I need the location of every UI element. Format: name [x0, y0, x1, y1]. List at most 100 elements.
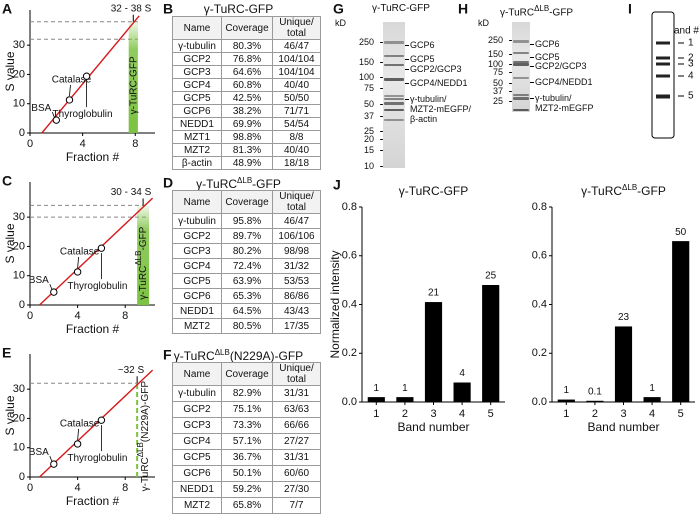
standard-point: [50, 460, 58, 468]
table-cell: 53/53: [272, 273, 321, 289]
table-row: β-actin 48.9% 18/18: [172, 156, 321, 170]
header-cell: Name: [172, 190, 222, 214]
table-cell: 98/98: [272, 243, 321, 259]
marker-label: 250: [358, 37, 374, 47]
key-band: [656, 62, 670, 66]
band-pointer: [405, 69, 409, 70]
bar: [586, 400, 604, 402]
y-tick-label: 0.8: [532, 201, 547, 213]
label-pointer: [69, 84, 71, 96]
table-cell: MZT2: [172, 143, 222, 157]
y-axis-title: S value: [3, 223, 17, 263]
table-row: GCP4 57.1% 27/27: [172, 433, 321, 450]
title-part: ΔLB: [622, 183, 637, 192]
bar-annotation: 1: [402, 383, 408, 394]
table-cell: 17/35: [272, 318, 321, 334]
title-part: γ-TuRC-GFP: [128, 56, 139, 114]
table-cell: 65.8%: [221, 497, 273, 514]
bar-annotation: 0.1: [588, 386, 602, 397]
marker-label: 37: [492, 85, 503, 96]
band-label: γ-TuRCΔLB-GFP: [134, 226, 149, 299]
table-cell: 72.4%: [221, 258, 273, 274]
table-row: GCP6 50.1% 60/60: [172, 465, 321, 482]
band-label: GCP5: [535, 52, 560, 62]
marker-band: [509, 82, 512, 84]
band-pointer: [530, 98, 534, 99]
gel-band: [513, 77, 529, 79]
band-label: γ-TuRC-GFP: [128, 56, 139, 114]
gel-band: [384, 55, 404, 57]
table-cell: GCP6: [172, 288, 222, 304]
band-pointer: [530, 44, 534, 45]
table-row: γ-tubulin 80.3% 46/47: [172, 39, 321, 53]
band-label: GCP6: [410, 40, 435, 50]
table-cell: 31/31: [272, 449, 321, 466]
table-row: GCP6 65.3% 86/86: [172, 288, 321, 304]
header-row: Name Coverage Unique/ total: [172, 190, 321, 214]
table-cell: GCP4: [172, 258, 222, 274]
table-cell: MZT2: [172, 497, 222, 514]
marker-label: 37: [363, 110, 374, 121]
band-pointer: [405, 99, 409, 100]
table-title: γ-TuRCΔLB(N229A)-GFP: [172, 348, 305, 363]
gel-title: γ-TuRC-GFP: [372, 4, 430, 14]
title-part: γ-TuRC: [500, 7, 535, 19]
key-band: [656, 94, 670, 99]
bar: [557, 399, 575, 402]
gel-band: [384, 119, 404, 121]
x-axis-title: Fraction #: [66, 150, 120, 164]
key-band: [656, 74, 670, 78]
table-cell: 60/60: [272, 465, 321, 482]
table-cell: NEDD1: [172, 117, 222, 131]
table-row: MZT1 98.8% 8/8: [172, 130, 321, 144]
x-tick-label: 0: [27, 310, 33, 322]
reference-label: 30 - 34 S: [111, 187, 152, 198]
key-label: 3: [688, 59, 694, 70]
table-cell: 50.1%: [221, 465, 273, 482]
table-row: GCP5 36.7% 31/31: [172, 449, 321, 466]
x-tick-label: 4: [459, 408, 465, 420]
table-cell: 81.3%: [221, 143, 273, 157]
bar-annotation: 25: [485, 271, 497, 282]
panel-label: B: [163, 1, 173, 17]
title-part: -GFP: [252, 177, 281, 191]
table-cell: 59.2%: [221, 481, 273, 498]
x-tick-label: 5: [678, 408, 684, 420]
table-cell: 104/104: [272, 52, 321, 66]
header-cell: Coverage: [221, 362, 273, 386]
marker-band: [509, 64, 512, 66]
y-tick-label: 30: [13, 211, 25, 223]
marker-band: [509, 53, 512, 55]
table-cell: 42.5%: [221, 91, 273, 105]
table-row: GCP4 60.8% 40/40: [172, 78, 321, 92]
table-cell: 46/47: [272, 213, 321, 229]
x-tick-label: 1: [563, 408, 569, 420]
table-cell: GCP2: [172, 52, 222, 66]
panel-label: C: [2, 173, 12, 189]
table-cell: 76.8%: [221, 52, 273, 66]
table-cell: 8/8: [272, 130, 321, 144]
table-cell: 95.8%: [221, 213, 273, 229]
header-cell: Coverage: [221, 190, 273, 214]
x-axis-title: Fraction #: [66, 322, 120, 336]
unit-label: kD: [335, 18, 346, 28]
x-axis-title: Band number: [587, 420, 659, 434]
title-part: ΔLB: [534, 4, 550, 13]
y-tick-label: 0.4: [532, 298, 547, 310]
table-cell: 80.2%: [221, 243, 273, 259]
table-row: GCP2 89.7% 106/106: [172, 228, 321, 244]
title-part: (N229A)-GFP: [140, 381, 151, 442]
table-cell: 40/40: [272, 143, 321, 157]
table-cell: 106/106: [272, 228, 321, 244]
table-cell: GCP5: [172, 273, 222, 289]
marker-band: [380, 115, 383, 117]
marker-band: [380, 77, 383, 79]
table-cell: NEDD1: [172, 481, 222, 498]
title-part: γ-TuRC: [140, 457, 151, 491]
table-row: GCP5 42.5% 50/50: [172, 91, 321, 105]
gel-band: [384, 78, 404, 81]
table-cell: 63/63: [272, 401, 321, 418]
point-label: Catalase: [60, 247, 100, 258]
table-cell: GCP2: [172, 228, 222, 244]
